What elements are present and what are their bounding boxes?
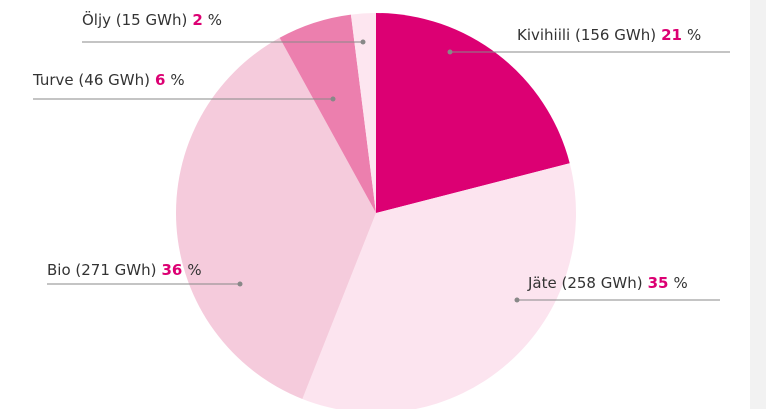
side-panel — [750, 0, 766, 409]
leader-dot — [360, 39, 366, 45]
label-unit: % — [687, 26, 701, 44]
label-text: Jäte (258 GWh) — [527, 274, 643, 292]
label-value: 36 — [161, 261, 182, 279]
pie-slice — [279, 14, 376, 214]
leader-dot — [447, 49, 453, 55]
pie-slice — [350, 13, 376, 213]
label-value: 21 — [661, 26, 682, 44]
slice-label: Kivihiili (156 GWh) 21% — [517, 26, 701, 44]
label-text: Bio (271 GWh) — [47, 261, 156, 279]
label-text: Turve (46 GWh) — [32, 71, 150, 89]
leader-dot — [237, 281, 243, 287]
label-unit: % — [170, 71, 184, 89]
slice-label: Bio (271 GWh) 36% — [47, 261, 202, 279]
pie-slice — [302, 163, 576, 409]
slice-label: Jäte (258 GWh) 35% — [527, 274, 688, 292]
label-text: Öljy (15 GWh) — [82, 10, 187, 29]
label-value: 6 — [155, 71, 165, 89]
label-value: 2 — [192, 11, 202, 29]
pie-slice — [176, 37, 376, 399]
label-unit: % — [673, 274, 687, 292]
label-value: 35 — [648, 274, 669, 292]
leader-dot — [514, 297, 520, 303]
leader-dot — [330, 96, 336, 102]
pie-slice — [376, 13, 570, 213]
slice-label: Turve (46 GWh) 6% — [32, 71, 185, 89]
slice-label: Öljy (15 GWh) 2% — [82, 10, 222, 29]
label-unit: % — [187, 261, 201, 279]
label-unit: % — [208, 11, 222, 29]
label-text: Kivihiili (156 GWh) — [517, 26, 656, 44]
